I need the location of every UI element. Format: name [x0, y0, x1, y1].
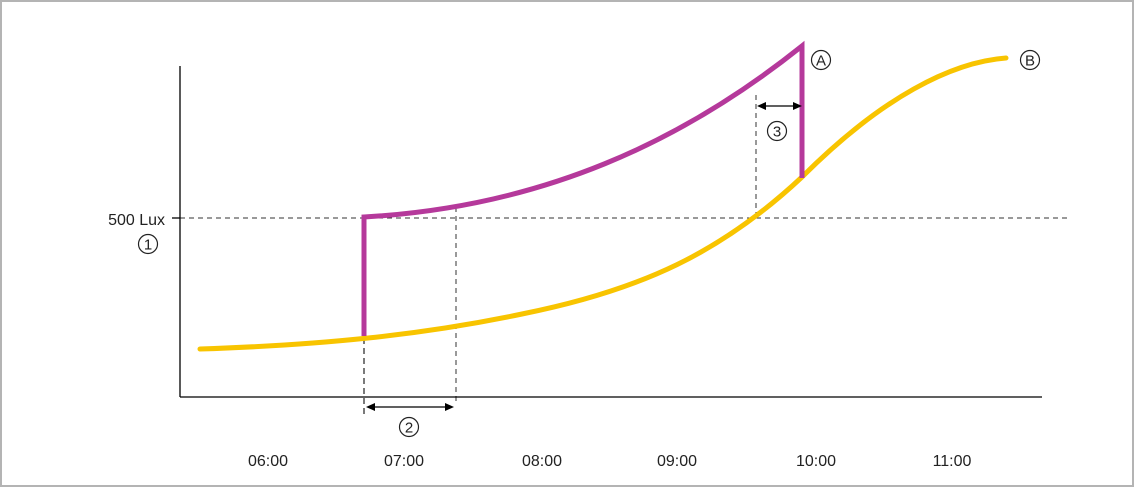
time-label-1100: 11:00: [933, 453, 972, 470]
time-label-0700: 07:00: [384, 453, 424, 470]
time-label-1000: 10:00: [796, 453, 836, 470]
time-label-0900: 09:00: [657, 453, 697, 470]
svg-text:1: 1: [144, 237, 152, 254]
marker-b: B: [1019, 49, 1041, 71]
svg-text:3: 3: [773, 124, 781, 141]
switch-off-arrow: [757, 102, 802, 110]
curve-b: [197, 55, 1009, 352]
svg-text:A: A: [816, 53, 826, 70]
marker-1: 1: [137, 233, 159, 255]
delay-arrow: [366, 403, 454, 411]
marker-a: A: [810, 49, 832, 71]
marker-2: 2: [398, 416, 420, 438]
svg-text:B: B: [1025, 53, 1035, 70]
threshold-label: 500 Lux: [108, 212, 165, 229]
time-label-0600: 06:00: [248, 453, 288, 470]
curve-a: [361, 40, 805, 336]
svg-text:2: 2: [405, 420, 413, 437]
marker-3: 3: [766, 120, 788, 142]
time-label-0800: 08:00: [522, 453, 562, 470]
